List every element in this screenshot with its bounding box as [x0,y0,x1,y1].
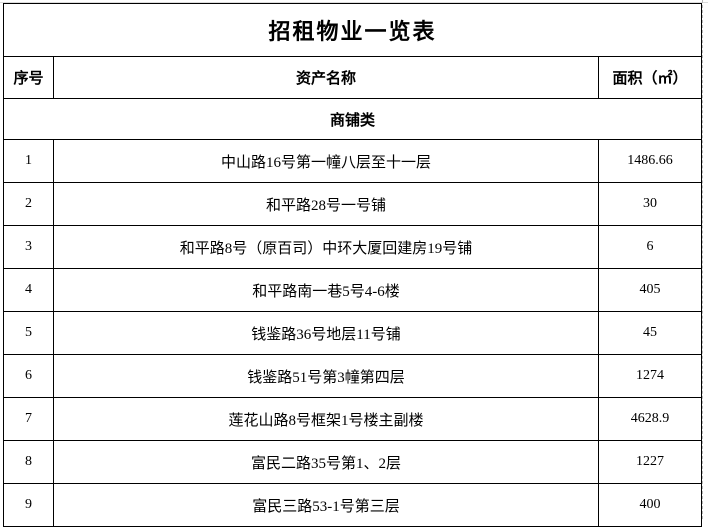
property-listing-table: 招租物业一览表 序号 资产名称 面积（㎡） 商铺类 1 中山路16号第一幢八层至… [2,3,703,527]
table-row[interactable]: 4 和平路南一巷5号4-6楼 405 [3,268,703,312]
cell-area: 1486.66 [597,139,703,183]
cell-sequence: 7 [3,397,54,441]
title-row: 招租物业一览表 [2,3,703,57]
table-body: 招租物业一览表 序号 资产名称 面积（㎡） 商铺类 1 中山路16号第一幢八层至… [2,3,703,527]
cell-sequence: 2 [3,182,54,226]
cell-area: 45 [597,311,703,355]
cell-area: 6 [597,225,703,269]
table-header-row: 序号 资产名称 面积（㎡） [3,56,703,99]
cell-area: 400 [597,483,703,527]
table-row[interactable]: 9 富民三路53-1号第三层 400 [3,483,703,527]
cell-asset-name: 富民二路35号第1、2层 [53,440,599,484]
document-title: 招租物业一览表 [2,3,703,57]
table-row[interactable]: 3 和平路8号（原百司）中环大厦回建房19号铺 6 [3,225,703,269]
cell-asset-name: 莲花山路8号框架1号楼主副楼 [53,397,599,441]
cell-asset-name: 和平路8号（原百司）中环大厦回建房19号铺 [53,225,599,269]
category-label: 商铺类 [2,98,703,140]
table-row[interactable]: 8 富民二路35号第1、2层 1227 [3,440,703,484]
cell-asset-name: 中山路16号第一幢八层至十一层 [53,139,599,183]
cell-area: 30 [597,182,703,226]
cell-sequence: 6 [3,354,54,398]
column-header-sequence: 序号 [3,56,54,99]
cell-asset-name: 和平路南一巷5号4-6楼 [53,268,599,312]
table-row[interactable]: 6 钱鉴路51号第3幢第四层 1274 [3,354,703,398]
cell-sequence: 8 [3,440,54,484]
cell-sequence: 3 [3,225,54,269]
cell-area: 1227 [597,440,703,484]
cell-sequence: 4 [3,268,54,312]
right-page-boundary-guide-line [702,0,703,519]
cell-asset-name: 和平路28号一号铺 [53,182,599,226]
category-row-shops: 商铺类 [2,98,703,140]
cell-sequence: 9 [3,483,54,527]
cell-asset-name: 钱鉴路36号地层11号铺 [53,311,599,355]
table-row[interactable]: 2 和平路28号一号铺 30 [3,182,703,226]
cell-sequence: 1 [3,139,54,183]
top-margin-guide-line [0,2,708,3]
column-header-area: 面积（㎡） [597,56,703,99]
cell-area: 4628.9 [597,397,703,441]
cell-sequence: 5 [3,311,54,355]
cell-area: 1274 [597,354,703,398]
cell-asset-name: 富民三路53-1号第三层 [53,483,599,527]
cell-asset-name: 钱鉴路51号第3幢第四层 [53,354,599,398]
cell-area: 405 [597,268,703,312]
table-row[interactable]: 7 莲花山路8号框架1号楼主副楼 4628.9 [3,397,703,441]
table-row[interactable]: 5 钱鉴路36号地层11号铺 45 [3,311,703,355]
column-header-asset-name: 资产名称 [53,56,599,99]
table-row[interactable]: 1 中山路16号第一幢八层至十一层 1486.66 [3,139,703,183]
